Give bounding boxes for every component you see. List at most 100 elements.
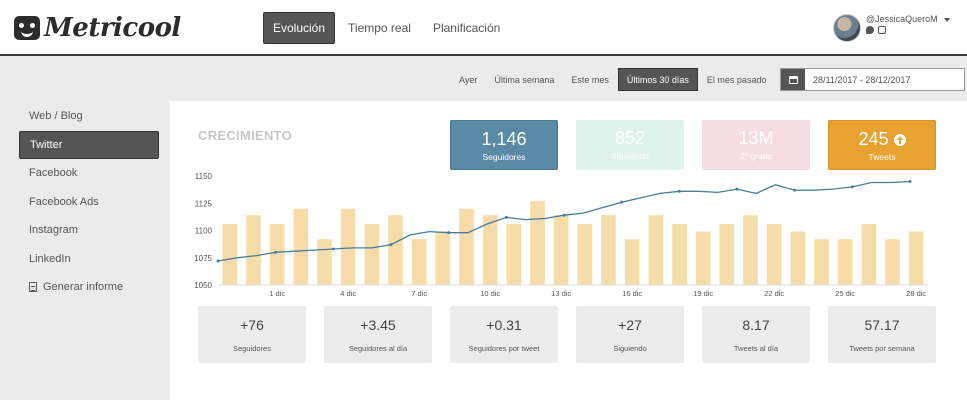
filter-ultima-semana[interactable]: Última semana: [494, 74, 555, 85]
stat-label: Tweets al día: [733, 344, 779, 353]
stat-value: +0.31: [486, 317, 522, 333]
stat-value: 57.17: [864, 317, 900, 333]
sidebar-item-instagram[interactable]: Instagram: [29, 224, 78, 237]
chart-bar: [837, 239, 853, 285]
y-tick-label: 1075: [194, 254, 212, 263]
main-panel: CRECIMIENTO 1,146 Seguidores 852 Siguien…: [170, 101, 967, 400]
x-tick-label: 28 dic: [906, 289, 926, 298]
x-tick-label: 1 dic: [269, 289, 285, 298]
chart-bar: [530, 201, 545, 285]
chart-bar: [695, 231, 711, 285]
user-name-row[interactable]: @JessicaQueroM: [866, 14, 950, 24]
tab-planificacion[interactable]: Planificación: [432, 21, 501, 35]
tab-evolucion[interactable]: Evolución: [263, 12, 336, 44]
arrow-up-icon: [893, 133, 906, 146]
x-tick-label: 10 dic: [480, 289, 500, 298]
filter-mes-pasado[interactable]: El mes pasado: [706, 74, 767, 85]
followers-point: [620, 200, 624, 204]
stat-siguiendo: +27 Siguiendo: [576, 306, 684, 363]
kpi-label: 2º grado: [740, 151, 772, 161]
top-header: Metricool Evolución Tiempo real Planific…: [0, 0, 967, 56]
kpi-siguiendo[interactable]: 852 Siguiendo: [576, 120, 684, 170]
chart-bar: [814, 239, 829, 285]
chart-bar: [388, 215, 403, 285]
user-name: @JessicaQueroM: [866, 14, 938, 24]
generate-report-button[interactable]: Generar informe: [19, 273, 159, 302]
date-range-picker[interactable]: 28/11/2017 - 28/12/2017: [780, 68, 965, 91]
chart-bar: [790, 231, 806, 285]
chart-bar: [861, 223, 877, 285]
kpi-value: 13M: [738, 128, 774, 148]
metricool-logo[interactable]: Metricool: [14, 13, 181, 43]
stat-seguidores: +76 Seguidores: [198, 306, 306, 363]
followers-point: [908, 179, 912, 183]
kpi-tweets[interactable]: 245 Tweets: [828, 120, 936, 170]
caret-down-icon[interactable]: [943, 17, 950, 22]
y-tick-label: 1100: [195, 227, 213, 236]
sidebar-item-web-blog[interactable]: Web / Blog: [29, 110, 83, 123]
chart-bar: [672, 223, 687, 285]
chart-bar: [340, 208, 356, 285]
tab-tiempo-real[interactable]: Tiempo real: [348, 21, 411, 35]
kpi-label: Seguidores: [482, 152, 526, 162]
stat-value: +3.45: [360, 317, 396, 333]
chart-bar: [885, 239, 900, 285]
chart-bar: [743, 215, 758, 285]
followers-point: [504, 215, 508, 219]
chart-bar: [624, 239, 640, 285]
followers-point: [677, 189, 681, 193]
sidebar-item-twitter[interactable]: Twitter: [19, 130, 159, 159]
user-network-icons: [866, 26, 950, 34]
x-tick-label: 7 dic: [411, 289, 427, 298]
chart-bar: [459, 208, 474, 285]
x-tick-label: 25 dic: [835, 289, 855, 298]
x-tick-label: 22 dic: [764, 289, 784, 298]
sidebar-item-facebook[interactable]: Facebook: [29, 167, 78, 180]
calendar-button[interactable]: [781, 69, 805, 90]
stat-tweets-dia: 8.17 Tweets al día: [702, 306, 810, 363]
y-tick-label: 1150: [195, 172, 213, 181]
followers-point: [562, 213, 566, 217]
chart-bar: [908, 231, 924, 285]
stat-value: +76: [240, 317, 264, 333]
stat-label: Seguidores: [233, 344, 271, 353]
kpi-label: Tweets: [868, 152, 896, 162]
user-menu[interactable]: @JessicaQueroM: [833, 14, 950, 42]
stat-seguidores-tweet: +0.31 Seguidores por tweet: [450, 306, 558, 363]
chart-bar: [648, 215, 664, 285]
sidebar-item-facebook-ads[interactable]: Facebook Ads: [29, 195, 99, 208]
section-title: CRECIMIENTO: [198, 128, 293, 143]
y-tick-label: 1125: [195, 199, 213, 208]
chart-bar: [293, 208, 309, 285]
followers-point: [735, 187, 739, 191]
twitter-icon: [866, 26, 874, 34]
followers-point: [216, 259, 220, 263]
stat-label: Tweets por semana: [849, 344, 915, 353]
y-tick-label: 1050: [194, 281, 212, 290]
stat-label: Seguidores al día: [348, 344, 408, 353]
stat-value: +27: [618, 317, 642, 333]
date-range-text[interactable]: 28/11/2017 - 28/12/2017: [813, 74, 911, 85]
chart-bar: [317, 239, 332, 285]
kpi-segundo-grado[interactable]: 13M 2º grado: [702, 120, 810, 170]
x-tick-label: 16 dic: [622, 289, 642, 298]
kpi-value-row: 245: [829, 129, 935, 150]
stat-seguidores-dia: +3.45 Seguidores al día: [324, 306, 432, 363]
filter-ultimos-30-dias[interactable]: Últimos 30 días: [617, 68, 698, 91]
stat-label: Seguidores por tweet: [468, 344, 540, 353]
avatar[interactable]: [833, 14, 861, 42]
stat-label: Siguiendo: [613, 344, 647, 353]
chart-bar: [577, 223, 593, 285]
logo-text: Metricool: [44, 13, 181, 43]
kpi-seguidores[interactable]: 1,146 Seguidores: [450, 120, 558, 170]
followers-point: [850, 185, 854, 189]
filter-ayer[interactable]: Ayer: [459, 74, 478, 85]
chart-bar: [601, 215, 616, 285]
calendar-icon: [788, 75, 798, 84]
kpi-value: 852: [614, 128, 646, 148]
filter-este-mes[interactable]: Este mes: [571, 74, 609, 85]
chart-bar: [246, 215, 261, 285]
chart-bar: [482, 215, 498, 285]
chart-bar: [553, 215, 569, 285]
sidebar-item-linkedin[interactable]: LinkedIn: [29, 252, 71, 265]
